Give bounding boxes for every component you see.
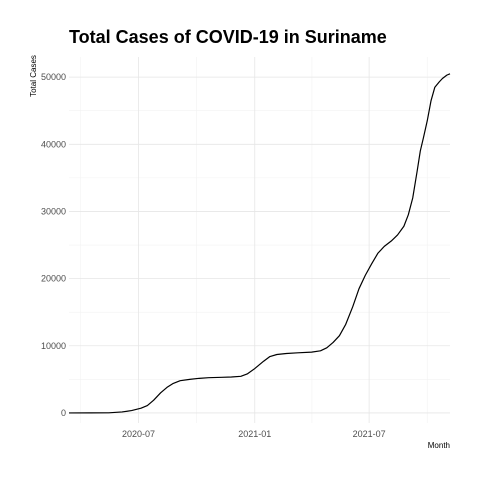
series-line-total-cases <box>68 73 451 414</box>
x-tick-labels: 2020-07 2021-01 2021-07 <box>122 429 386 439</box>
x-axis-title: Month <box>428 441 450 450</box>
x-tick-label: 2021-01 <box>238 429 271 439</box>
series-group <box>68 73 451 414</box>
grid <box>69 57 450 423</box>
chart-title: Total Cases of COVID-19 in Suriname <box>69 27 387 47</box>
y-tick-label: 10000 <box>41 341 66 351</box>
y-tick-labels: 0 10000 20000 30000 40000 50000 <box>41 72 66 418</box>
y-tick-label: 20000 <box>41 274 66 284</box>
y-axis-title: Total Cases <box>29 55 38 97</box>
y-tick-label: 30000 <box>41 206 66 216</box>
x-tick-label: 2020-07 <box>122 429 155 439</box>
y-tick-label: 40000 <box>41 139 66 149</box>
y-tick-label: 50000 <box>41 72 66 82</box>
y-tick-label: 0 <box>61 408 66 418</box>
x-tick-label: 2021-07 <box>353 429 386 439</box>
